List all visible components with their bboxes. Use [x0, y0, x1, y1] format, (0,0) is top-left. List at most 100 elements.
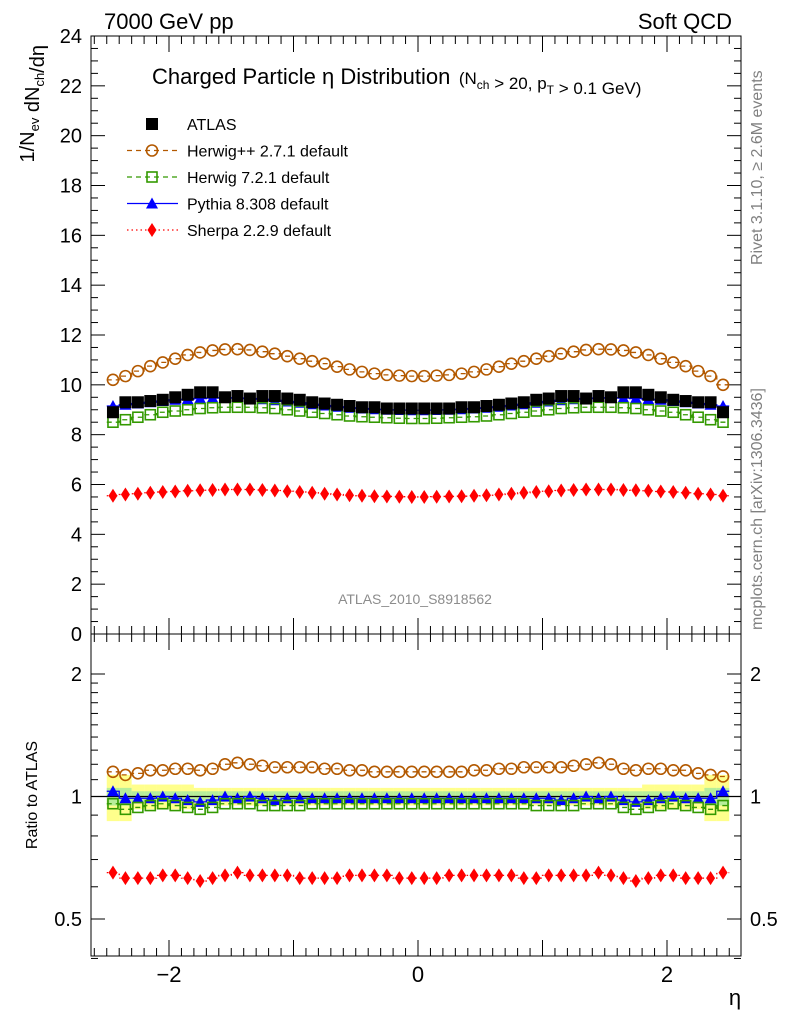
- sherpa-2-2-9-default-ratio-point: [556, 868, 566, 883]
- atlas-point: [355, 401, 368, 414]
- sherpa-2-2-9-default-ratio-point: [270, 868, 280, 883]
- atlas-point: [667, 393, 680, 406]
- herwig-2-7-1-default-point: [505, 357, 518, 370]
- herwig-2-7-1-default-ratio-point: [131, 767, 145, 780]
- atlas-point: [629, 386, 642, 399]
- atlas-point: [306, 396, 319, 409]
- herwig-7-2-1-default-ratio-point: [343, 797, 356, 810]
- y-tick-label: 0: [71, 624, 82, 646]
- atlas-point: [169, 391, 182, 404]
- ratio-tick-label-right: 1: [750, 787, 761, 809]
- atlas-point: [331, 398, 344, 411]
- pythia-8-308-default-ratio-point: [443, 792, 456, 804]
- herwig-2-7-1-default-ratio-point: [666, 763, 680, 777]
- atlas-point: [293, 393, 306, 406]
- pythia-8-308-default-ratio-point: [555, 794, 568, 806]
- sherpa-2-2-9-default-ratio-point: [369, 868, 379, 883]
- ratio-tick-label-right: 0.5: [750, 909, 778, 931]
- herwig-2-7-1-default-ratio-point: [168, 762, 182, 776]
- sherpa-2-2-9-default-ratio-point: [494, 868, 504, 883]
- herwig-7-2-1-default-ratio-point: [580, 797, 592, 810]
- herwig-7-2-1-default-ratio-point: [455, 797, 468, 810]
- sherpa-2-2-9-default-ratio-line: [106, 871, 730, 882]
- sherpa-2-2-9-default-ratio-point: [432, 871, 442, 886]
- sherpa-2-2-9-default-ratio-point: [245, 868, 255, 883]
- sherpa-2-2-9-default-ratio-point: [531, 871, 541, 886]
- pythia-8-308-default-ratio-point: [343, 792, 356, 804]
- herwig-2-7-1-default-point: [467, 365, 481, 379]
- atlas-point: [156, 393, 169, 406]
- sherpa-2-2-9-default-ratio-point: [706, 871, 716, 886]
- pythia-8-308-default-ratio-point: [393, 792, 406, 804]
- herwig-2-7-1-default-ratio-point: [218, 757, 232, 771]
- herwig-7-2-1-default-ratio-point: [219, 797, 231, 810]
- sherpa-2-2-9-default-point: [183, 483, 193, 498]
- pythia-8-308-default-ratio-point: [505, 792, 518, 804]
- pythia-8-308-default-ratio-point: [418, 792, 431, 804]
- sherpa-2-2-9-default-ratio-point: [693, 871, 703, 886]
- legend-marker-herwig-2-7-1-default: [145, 144, 159, 157]
- chart-title: Charged Particle η Distribution: [152, 64, 450, 89]
- herwig-7-2-1-default-ratio-point: [617, 801, 630, 814]
- herwig-2-7-1-default-point: [231, 342, 244, 356]
- sherpa-2-2-9-default-ratio-point: [295, 871, 305, 886]
- atlas-point: [256, 390, 269, 403]
- sherpa-2-2-9-default-point: [631, 483, 641, 498]
- sherpa-2-2-9-default-ratio-point: [407, 871, 417, 886]
- sherpa-2-2-9-default-point: [382, 489, 392, 504]
- herwig-2-7-1-default-point: [417, 369, 431, 383]
- herwig-7-2-1-default-point: [119, 413, 132, 426]
- pythia-8-308-default-ratio-point: [492, 792, 505, 804]
- herwig-2-7-1-default-point: [554, 347, 568, 360]
- herwig-2-7-1-default-ratio-point: [417, 765, 431, 779]
- herwig-7-2-1-default-line: [106, 406, 730, 423]
- herwig-2-7-1-default-point: [679, 359, 692, 373]
- herwig-7-2-1-default-ratio-point: [368, 797, 381, 810]
- sherpa-2-2-9-default-point: [407, 489, 417, 504]
- atlas-point: [530, 393, 543, 406]
- sherpa-2-2-9-default-point: [332, 487, 342, 502]
- herwig-2-7-1-default-point: [517, 354, 531, 368]
- sherpa-2-2-9-default-point: [706, 487, 716, 502]
- herwig-2-7-1-default-ratio-point: [629, 763, 643, 777]
- herwig-7-2-1-default-point: [592, 401, 605, 414]
- herwig-2-7-1-default-ratio-point: [305, 760, 319, 774]
- herwig-2-7-1-default-point: [642, 348, 655, 362]
- herwig-2-7-1-default-ratio-point: [256, 759, 269, 773]
- herwig-7-2-1-default-ratio-point: [156, 797, 169, 810]
- herwig-2-7-1-default-point: [405, 369, 419, 383]
- sherpa-2-2-9-default-point: [581, 482, 591, 497]
- herwig-2-7-1-default-point: [193, 346, 207, 359]
- herwig-7-2-1-default-point: [194, 402, 206, 415]
- sherpa-2-2-9-default-ratio-point: [718, 865, 728, 880]
- sherpa-2-2-9-default-line: [106, 488, 730, 498]
- legend: ATLAS Herwig++ 2.7.1 default Herwig 7.2.1 …: [127, 117, 349, 240]
- herwig-7-2-1-default-point: [181, 403, 194, 416]
- herwig-2-7-1-default-point: [131, 364, 145, 378]
- herwig-7-2-1-default-ratio-point: [181, 801, 194, 814]
- herwig-7-2-1-default-ratio-point: [244, 797, 256, 810]
- sherpa-2-2-9-default-ratio-point: [631, 873, 641, 888]
- pythia-8-308-default-ratio-point: [717, 785, 730, 797]
- atlas-point: [206, 386, 219, 399]
- herwig-7-2-1-default-point: [692, 411, 704, 424]
- herwig-2-7-1-default-point: [280, 349, 294, 363]
- rivet-version-label: Rivet 3.1.10, ≥ 2.6M events: [749, 70, 766, 265]
- herwig-7-2-1-default-point: [144, 408, 157, 421]
- herwig-2-7-1-default-point: [368, 367, 381, 380]
- herwig-7-2-1-default-ratio-point: [592, 797, 605, 810]
- herwig-2-7-1-default-ratio-point: [542, 760, 556, 774]
- x-tick-label: 0: [412, 962, 424, 987]
- pythia-8-308-default-ratio-point: [368, 792, 381, 804]
- y-tick-label: 10: [60, 375, 82, 397]
- herwig-2-7-1-default-point: [268, 347, 282, 360]
- herwig-2-7-1-default-point: [430, 369, 443, 382]
- pythia-8-308-default-ratio-point: [331, 792, 344, 804]
- atlas-point: [144, 395, 157, 408]
- sherpa-2-2-9-default-point: [320, 486, 330, 501]
- legend-label-herwig-2-7-1-default: Herwig++ 2.7.1 default: [187, 144, 349, 161]
- herwig-7-2-1-default-point: [542, 403, 555, 416]
- herwig-2-7-1-default-ratio-point: [343, 763, 356, 777]
- ratio-tick-label: 2: [71, 664, 82, 686]
- sherpa-2-2-9-default-point: [718, 488, 728, 503]
